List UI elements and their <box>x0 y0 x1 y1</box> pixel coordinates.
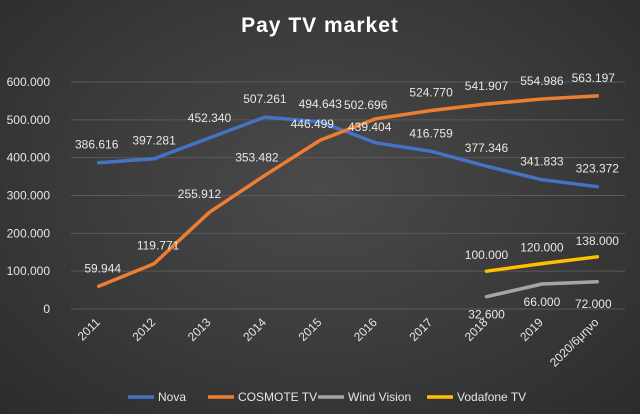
y-tick-label: 100.000 <box>7 264 51 278</box>
data-label: 554.986 <box>520 74 564 88</box>
x-tick-label: 2020/6μηνο <box>547 315 602 370</box>
data-label: 59.944 <box>84 261 121 275</box>
legend: Nova COSMOTE TV Wind Vision Vodafone TV <box>128 390 526 404</box>
data-label: 119.771 <box>137 239 180 253</box>
x-tick-label: 2016 <box>351 315 380 344</box>
data-label: 541.907 <box>465 79 509 93</box>
data-label: 353.482 <box>235 150 279 164</box>
x-tick-label: 2015 <box>296 315 325 344</box>
y-tick-label: 300.000 <box>7 189 51 203</box>
series-line-vodafone-tv <box>484 255 600 273</box>
data-label: 439.404 <box>348 120 392 134</box>
y-tick-label: 200.000 <box>7 226 51 240</box>
data-label: 377.346 <box>465 141 509 155</box>
data-label: 72.000 <box>575 297 612 311</box>
series-line-nova <box>96 115 600 189</box>
x-tick-label: 2019 <box>517 315 546 344</box>
x-tick-label: 2012 <box>129 315 158 344</box>
chart-title: Pay TV market <box>241 14 399 37</box>
y-axis-tick-labels: 0 100.000 200.000 300.000 400.000 500.000 600.… <box>7 75 51 316</box>
y-tick-label: 0 <box>43 302 50 316</box>
y-tick-label: 600.000 <box>7 75 51 89</box>
data-label: 120.000 <box>520 241 564 255</box>
x-tick-label: 2011 <box>75 315 103 343</box>
x-axis-tick-labels: 2011 2012 2013 2014 2015 2016 2017 2018 2019 2020… <box>75 315 602 370</box>
legend-label: Nova <box>158 390 186 404</box>
data-label: 32.600 <box>468 308 505 322</box>
data-label: 341.833 <box>520 155 564 169</box>
series-line-wind-vision <box>484 280 600 299</box>
data-labels: 386.616 397.281 452.340 507.261 494.643 439.4… <box>75 71 619 322</box>
data-label: 386.616 <box>75 138 119 152</box>
x-tick-label: 2014 <box>240 315 269 344</box>
series-line-cosmote-tv <box>96 94 600 289</box>
data-label: 524.770 <box>409 85 453 99</box>
series-lines <box>96 94 600 299</box>
gridlines <box>71 81 625 310</box>
legend-label: COSMOTE TV <box>238 390 317 404</box>
data-label: 494.643 <box>299 97 343 111</box>
data-label: 323.372 <box>576 162 620 176</box>
legend-label: Wind Vision <box>348 390 411 404</box>
x-tick-label: 2017 <box>406 315 435 344</box>
y-tick-label: 500.000 <box>7 113 51 127</box>
data-label: 446.499 <box>291 117 335 131</box>
data-label: 452.340 <box>188 111 232 125</box>
data-label: 66.000 <box>524 295 561 309</box>
data-label: 416.759 <box>409 126 453 140</box>
data-label: 397.281 <box>132 134 176 148</box>
y-tick-label: 400.000 <box>7 151 51 165</box>
x-tick-label: 2013 <box>185 315 214 344</box>
data-label: 100.000 <box>465 248 509 262</box>
legend-label: Vodafone TV <box>457 390 526 404</box>
data-label: 563.197 <box>572 71 616 85</box>
data-label: 507.261 <box>243 92 287 106</box>
data-label: 502.696 <box>344 98 388 112</box>
data-label: 255.912 <box>178 187 222 201</box>
data-label: 138.000 <box>576 234 620 248</box>
